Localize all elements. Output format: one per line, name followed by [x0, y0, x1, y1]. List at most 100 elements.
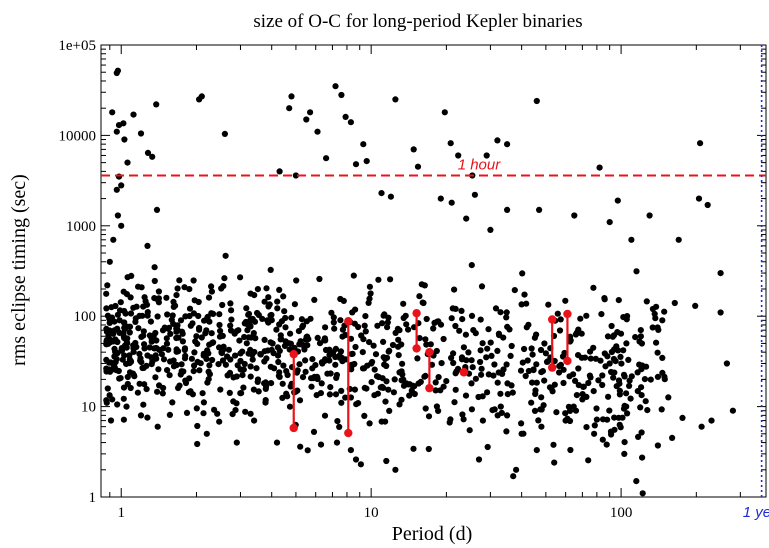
- data-point: [117, 375, 124, 382]
- data-point: [593, 416, 601, 423]
- data-point: [362, 328, 369, 335]
- data-point: [196, 326, 203, 333]
- data-point: [567, 446, 574, 454]
- data-point: [556, 327, 564, 334]
- data-point: [503, 309, 510, 316]
- data-point: [269, 340, 276, 347]
- data-point: [611, 426, 618, 433]
- data-point: [560, 379, 567, 387]
- data-point: [546, 384, 554, 391]
- data-point: [164, 367, 171, 374]
- data-point: [337, 317, 344, 324]
- data-point: [366, 339, 373, 346]
- data-point: [173, 361, 180, 369]
- data-point: [659, 369, 666, 376]
- data-point: [321, 335, 328, 342]
- data-point: [406, 392, 413, 399]
- data-point: [448, 199, 455, 206]
- data-point: [166, 372, 173, 379]
- data-point: [186, 305, 194, 312]
- data-point: [360, 336, 367, 343]
- data-point: [554, 310, 561, 317]
- data-point: [392, 466, 399, 473]
- data-point: [533, 379, 540, 386]
- data-point: [291, 344, 298, 351]
- data-point: [536, 206, 543, 213]
- data-point: [218, 349, 225, 356]
- data-point: [729, 407, 737, 414]
- y-tick-label: 1000: [66, 219, 96, 235]
- data-point: [116, 307, 124, 314]
- data-point: [615, 297, 622, 304]
- data-point: [166, 411, 173, 418]
- data-point: [513, 466, 520, 473]
- data-point: [440, 383, 447, 390]
- data-point: [591, 422, 598, 429]
- plot-frame: [100, 44, 767, 498]
- data-point: [170, 357, 177, 364]
- data-point: [153, 344, 160, 352]
- data-point: [104, 282, 111, 289]
- data-point: [692, 302, 699, 309]
- data-point: [392, 96, 399, 103]
- data-point: [521, 345, 528, 353]
- data-point: [107, 417, 115, 424]
- data-point: [368, 379, 375, 386]
- data-point: [299, 323, 306, 331]
- data-point: [357, 461, 364, 468]
- data-point: [209, 339, 216, 347]
- data-point: [177, 317, 185, 324]
- data-point: [352, 161, 360, 168]
- data-point: [604, 416, 611, 423]
- data-point: [210, 310, 217, 317]
- data-point: [638, 340, 646, 347]
- data-point: [124, 274, 131, 281]
- data-point: [296, 397, 304, 404]
- data-point: [533, 97, 540, 105]
- data-point: [592, 355, 599, 362]
- data-point: [190, 368, 197, 375]
- data-point: [163, 294, 170, 301]
- data-point: [114, 212, 121, 219]
- data-point: [642, 398, 649, 405]
- data-point: [570, 403, 577, 410]
- data-point: [632, 334, 639, 341]
- data-point: [233, 400, 240, 407]
- y-tick-label: 10000: [59, 128, 97, 144]
- data-point: [228, 316, 235, 323]
- data-point: [326, 351, 333, 359]
- data-point: [455, 152, 462, 159]
- data-point: [197, 360, 204, 367]
- data-point: [633, 268, 640, 275]
- data-point: [363, 385, 370, 392]
- data-point: [590, 284, 597, 291]
- data-point: [542, 350, 550, 357]
- data-point: [447, 416, 454, 423]
- data-point: [348, 350, 355, 358]
- data-point: [255, 311, 262, 319]
- data-point: [236, 337, 243, 344]
- data-point: [174, 326, 181, 333]
- data-point: [253, 365, 260, 372]
- data-point: [221, 130, 228, 137]
- data-point: [120, 395, 127, 402]
- data-point: [243, 305, 250, 312]
- data-point: [529, 351, 536, 358]
- data-point: [372, 351, 380, 358]
- data-point: [529, 379, 536, 386]
- data-point: [477, 347, 484, 354]
- data-point: [492, 305, 500, 312]
- data-point: [228, 307, 235, 314]
- data-point: [448, 315, 455, 322]
- data-point: [227, 300, 234, 307]
- data-point: [416, 293, 423, 300]
- data-point: [596, 164, 603, 171]
- data-point: [370, 342, 377, 349]
- data-point: [610, 332, 618, 339]
- data-point: [575, 365, 582, 372]
- data-point: [544, 358, 552, 365]
- data-point: [385, 348, 392, 355]
- data-point: [103, 336, 110, 344]
- data-point: [433, 347, 440, 355]
